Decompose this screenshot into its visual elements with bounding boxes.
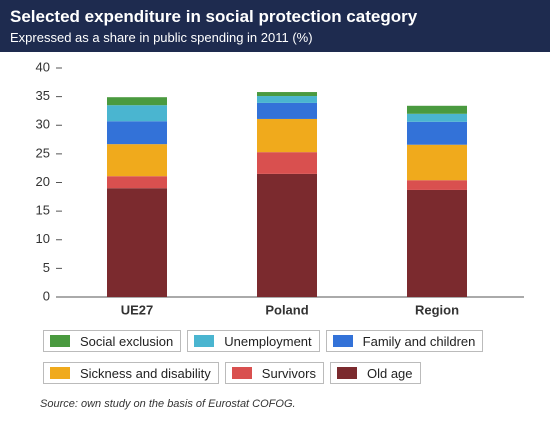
bar-segment (407, 144, 467, 181)
bar-segment (257, 173, 317, 297)
x-tick-label: Region (415, 302, 459, 317)
bar-segment (257, 102, 317, 119)
legend-item: Survivors (224, 362, 324, 384)
x-tick-label: Poland (265, 302, 308, 317)
y-tick-label: 10 (36, 231, 50, 246)
legend-label: Old age (366, 365, 413, 381)
bar-segment (257, 118, 317, 153)
bar-segment (107, 188, 167, 297)
legend-label: Survivors (261, 365, 316, 381)
bar-segment (407, 189, 467, 297)
y-tick-label: 5 (43, 260, 50, 275)
y-tick-label: 0 (43, 288, 50, 303)
bar-segment (107, 97, 167, 106)
bar-segment (257, 96, 317, 103)
y-tick-label: 15 (36, 203, 50, 218)
legend-item: Sickness and disability (43, 362, 219, 384)
bar-segment (107, 144, 167, 177)
legend-label: Sickness and disability (80, 365, 211, 381)
legend-item: Unemployment (187, 330, 320, 352)
legend-item: Family and children (325, 330, 484, 352)
y-tick-label: 20 (36, 174, 50, 189)
y-tick-label: 25 (36, 145, 50, 160)
bar-segment (257, 152, 317, 174)
source-note: Source: own study on the basis of Eurost… (40, 398, 296, 410)
bar-segment (107, 176, 167, 189)
legend-swatch (50, 367, 70, 379)
legend-swatch (194, 335, 215, 347)
legend-swatch (332, 335, 353, 347)
legend-label: Social exclusion (80, 333, 174, 349)
y-tick-label: 30 (36, 117, 50, 132)
bar-segment (107, 121, 167, 145)
legend: Social exclusion Unemployment Family and c… (43, 330, 503, 384)
legend-item: Old age (329, 362, 421, 384)
bar-segment (107, 105, 167, 122)
legend-item: Social exclusion (43, 330, 182, 352)
chart-title: Selected expenditure in social protectio… (10, 7, 418, 26)
bar-segment (407, 180, 467, 190)
chart-subtitle: Expressed as a share in public spending … (10, 30, 313, 45)
legend-swatch (50, 335, 70, 347)
header: Selected expenditure in social protectio… (0, 0, 550, 52)
plot: 0 5 10 15 20 25 30 35 40 UE27 Poland Region (36, 59, 524, 317)
bar-segment (257, 92, 317, 97)
legend-label: Family and children (362, 333, 476, 349)
y-tick-label: 35 (36, 88, 50, 103)
legend-swatch (231, 367, 252, 379)
legend-label: Unemployment (224, 333, 312, 349)
bar-segment (407, 121, 467, 145)
x-tick-label: UE27 (121, 302, 154, 317)
y-tick-label: 40 (36, 59, 50, 74)
bar-segment (407, 105, 467, 114)
legend-swatch (336, 367, 357, 379)
bar-segment (407, 113, 467, 122)
